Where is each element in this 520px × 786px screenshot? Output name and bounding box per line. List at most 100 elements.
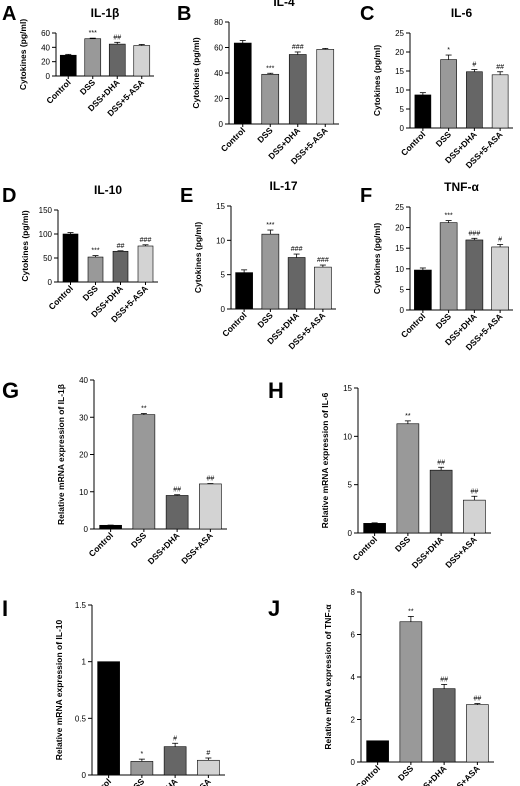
significance-mark-i-3: # xyxy=(206,750,210,757)
x-tick-label-h: DSS+ASA xyxy=(443,534,479,570)
y-axis-label-i: Relative mRNA expression of IL-10 xyxy=(54,620,64,761)
bar-j-3 xyxy=(466,704,489,763)
bar-d-0 xyxy=(62,233,79,283)
bar-c-0 xyxy=(414,94,432,129)
y-axis-label-g: Relative mRNA expression of IL-1β xyxy=(56,384,66,525)
x-tick-label-i: DSS+ASA xyxy=(177,776,213,786)
bar-f-0 xyxy=(414,269,432,311)
bar-g-1 xyxy=(132,414,156,530)
panel-label-g: G xyxy=(2,378,19,403)
panel-d: D IL-10 0 50 100 150 Cytokines (pg/ml) Control *… xyxy=(2,183,158,324)
y-tick-label-h: 5 xyxy=(348,481,353,490)
panel-label-h: H xyxy=(268,378,284,403)
y-axis-label-h: Relative mRNA expression of IL-6 xyxy=(320,392,330,528)
x-tick-label-h: DSS xyxy=(393,534,413,554)
panel-title-b: IL-4 xyxy=(273,0,295,9)
y-tick-label-h: 10 xyxy=(343,432,352,441)
bar-j-0 xyxy=(366,740,389,763)
bar-d-3 xyxy=(137,245,154,283)
x-tick-label-b: Control xyxy=(219,125,247,153)
y-tick-label-i: 1 xyxy=(82,658,87,667)
y-tick-label-a: 20 xyxy=(41,58,50,67)
bar-a-3 xyxy=(133,45,151,77)
x-tick-label-j: Control xyxy=(354,763,382,786)
y-tick-label-b: 60 xyxy=(214,44,223,53)
panel-title-d: IL-10 xyxy=(94,183,122,197)
y-tick-label-j: 2 xyxy=(351,716,356,725)
significance-mark-g-2: ## xyxy=(173,487,181,494)
bar-b-0 xyxy=(233,42,252,125)
y-tick-label-a: 60 xyxy=(41,29,50,38)
x-tick-label-e: Control xyxy=(220,310,248,338)
y-tick-label-a: 40 xyxy=(41,43,50,52)
significance-mark-i-1: * xyxy=(141,751,144,758)
y-tick-label-i: 0 xyxy=(82,771,87,780)
bar-h-0 xyxy=(363,523,386,534)
y-tick-label-h: 0 xyxy=(348,529,353,538)
x-tick-label-h: DSS+DHA xyxy=(410,534,446,570)
x-tick-label-c: Control xyxy=(399,129,427,157)
bar-b-2 xyxy=(288,54,307,125)
y-tick-label-f: 15 xyxy=(395,244,404,253)
panel-title-c: IL-6 xyxy=(451,6,473,20)
panel-f: F TNF-α 0 5 10 15 20 25 Cytokines (pg/ml) Control… xyxy=(360,180,513,352)
significance-mark-g-1: ** xyxy=(141,406,147,413)
x-tick-label-f: DSS xyxy=(434,311,454,331)
y-tick-label-i: 0.5 xyxy=(75,714,87,723)
x-tick-label-j: DSS+DHA xyxy=(413,763,449,786)
panel-g: G 0 10 20 30 40 Relative mRNA expression of IL… xyxy=(2,376,227,566)
x-tick-label-e: DSS xyxy=(255,310,275,330)
significance-mark-h-2: ## xyxy=(437,459,445,466)
significance-mark-h-3: ## xyxy=(470,488,478,495)
significance-mark-d-3: ### xyxy=(140,237,152,244)
bar-a-0 xyxy=(59,54,77,77)
bar-c-2 xyxy=(466,71,483,129)
panel-label-j: J xyxy=(268,596,280,621)
bar-j-1 xyxy=(399,621,423,763)
significance-mark-b-2: ### xyxy=(292,44,304,51)
y-tick-label-g: 0 xyxy=(84,525,89,534)
y-tick-label-g: 10 xyxy=(79,488,88,497)
panel-a: A IL-1β 0 20 40 60 Cytokines (pg/ml) Control ***… xyxy=(2,3,154,118)
bar-d-1 xyxy=(87,256,104,283)
significance-mark-j-3: ## xyxy=(473,696,481,703)
x-tick-label-g: DSS+DHA xyxy=(146,530,182,566)
panel-e: E IL-17 0 5 10 15 Cytokines (pg/ml) Control *** D… xyxy=(180,179,336,351)
bar-e-1 xyxy=(261,233,280,310)
y-axis-label-e: Cytokines (pg/ml) xyxy=(193,222,203,293)
panel-b: B IL-4 0 20 40 60 80 Cytokines (pg/ml) Control **… xyxy=(177,0,339,166)
bar-f-2 xyxy=(465,239,484,311)
panel-label-c: C xyxy=(360,3,374,25)
significance-mark-c-3: ## xyxy=(496,64,504,71)
significance-mark-e-1: *** xyxy=(266,222,274,229)
y-tick-label-f: 0 xyxy=(400,306,405,315)
panel-title-f: TNF-α xyxy=(444,180,479,194)
bar-a-1 xyxy=(84,38,102,77)
panel-h: H 0 5 10 15 Relative mRNA expression of IL-6 C… xyxy=(268,378,491,570)
y-tick-label-g: 20 xyxy=(79,451,88,460)
y-tick-label-h: 15 xyxy=(343,384,352,393)
bar-g-3 xyxy=(199,483,222,530)
y-tick-label-g: 40 xyxy=(79,376,88,385)
significance-mark-f-3: # xyxy=(498,236,502,243)
x-tick-label-i: DSS xyxy=(127,776,147,786)
bar-d-2 xyxy=(112,250,129,283)
y-tick-label-d: 50 xyxy=(43,254,52,263)
panel-label-e: E xyxy=(180,185,193,207)
y-tick-label-f: 5 xyxy=(400,285,405,294)
panel-label-d: D xyxy=(2,185,16,207)
y-axis-label-a: Cytokines (pg/ml) xyxy=(18,19,28,90)
bar-f-3 xyxy=(491,246,509,311)
y-tick-label-f: 25 xyxy=(395,203,404,212)
significance-mark-a-1: *** xyxy=(89,30,97,37)
y-tick-label-d: 100 xyxy=(39,230,53,239)
significance-mark-d-1: *** xyxy=(91,248,99,255)
x-tick-label-b: DSS xyxy=(255,125,275,145)
y-axis-label-d: Cytokines (pg/ml) xyxy=(20,210,30,281)
x-tick-label-g: DSS+ASA xyxy=(179,530,215,566)
significance-mark-d-2: ## xyxy=(117,243,125,250)
significance-mark-e-3: ### xyxy=(317,257,329,264)
y-axis-label-f: Cytokines (pg/ml) xyxy=(372,223,382,294)
y-tick-label-c: 15 xyxy=(395,67,404,76)
